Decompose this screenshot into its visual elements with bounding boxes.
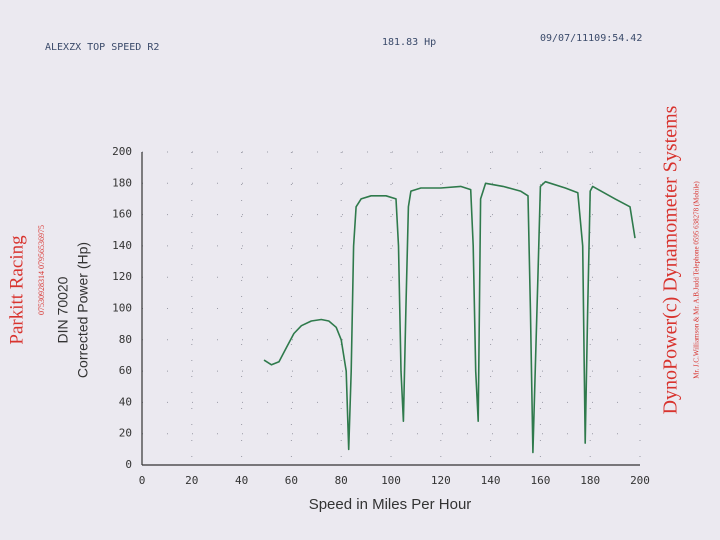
x-tick-label: 100 (381, 474, 401, 487)
x-tick-label: 200 (630, 474, 650, 487)
x-tick-label: 60 (285, 474, 298, 487)
company-name: Parkitt Racing (6, 235, 27, 345)
x-tick-label: 160 (530, 474, 550, 487)
brand-contact: Mr. J.C.Williamson & Mr. A.B.Judd Teleph… (693, 181, 701, 379)
y-tick-label: 160 (112, 208, 132, 221)
brand: DynoPower(c) Dynamometer Systems (660, 105, 682, 414)
y-tick-label: 120 (112, 270, 132, 283)
x-tick-label: 80 (335, 474, 348, 487)
y-tick-label: 200 (112, 145, 132, 158)
company-phone: 07530928314 07956536975 (37, 225, 46, 315)
y-tick-label: 60 (119, 364, 132, 377)
timestamp: 09/07/11109:54.42 (540, 33, 642, 44)
y-tick-label: 40 (119, 395, 132, 408)
chart-title: ALEXZX TOP SPEED R2 (45, 42, 159, 53)
y-tick-label: 80 (119, 333, 132, 346)
y-tick-label: 140 (112, 239, 132, 252)
chart-subtitle: 181.83 Hp (382, 37, 436, 48)
x-tick-label: 20 (185, 474, 198, 487)
y-tick-label: 180 (112, 176, 132, 189)
x-tick-label: 140 (481, 474, 501, 487)
x-tick-label: 120 (431, 474, 451, 487)
y-axis-label: Corrected Power (Hp) (75, 242, 91, 378)
x-tick-label: 180 (580, 474, 600, 487)
y-tick-label: 20 (119, 427, 132, 440)
y-tick-label: 0 (125, 458, 132, 471)
y-tick-label: 100 (112, 302, 132, 315)
x-tick-label: 40 (235, 474, 248, 487)
y-axis-label: DIN 70020 (55, 276, 71, 343)
power-line (263, 180, 636, 454)
x-axis-label: Speed in Miles Per Hour (309, 496, 472, 513)
x-tick-label: 0 (139, 474, 146, 487)
